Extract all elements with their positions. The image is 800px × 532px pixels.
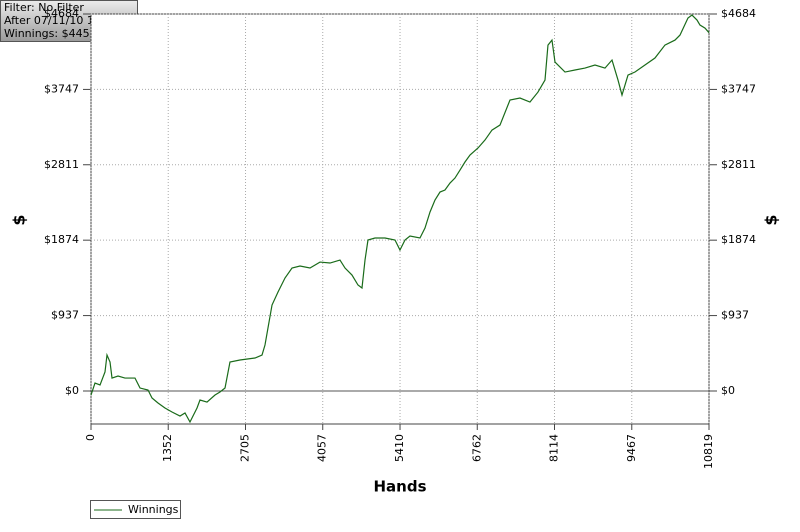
info-line: Winnings: $4452.40 xyxy=(4,27,114,40)
y-tick-label: $1874 xyxy=(44,233,79,246)
x-tick-label: 4057 xyxy=(316,434,329,462)
y-tick-label: $2811 xyxy=(44,158,79,171)
y2-tick-label: $3747 xyxy=(721,82,756,95)
legend xyxy=(90,500,181,519)
x-tick-label: 6762 xyxy=(470,434,483,462)
y2-tick-label: $1874 xyxy=(721,233,756,246)
y-tick-label: $3747 xyxy=(44,82,79,95)
y-axis-label: $ xyxy=(10,214,29,225)
y-tick-label: $937 xyxy=(51,309,79,322)
y2-axis-label: $ xyxy=(762,214,781,225)
legend-label: Winnings xyxy=(128,503,179,516)
x-tick-label: 10819 xyxy=(702,434,715,469)
y2-tick-label: $937 xyxy=(721,309,749,322)
x-tick-label: 8114 xyxy=(547,434,560,462)
info-line: Filter: No Filter xyxy=(4,1,84,14)
x-axis-label: Hands xyxy=(373,478,426,496)
y-tick-label: $0 xyxy=(65,384,79,397)
y2-tick-label: $4684 xyxy=(721,7,756,20)
series-line xyxy=(90,14,710,424)
y2-tick-label: $0 xyxy=(721,384,735,397)
x-tick-label: 9467 xyxy=(625,434,638,462)
y-tick-label: $4684 xyxy=(44,7,79,20)
x-tick-label: 0 xyxy=(84,434,97,441)
x-tick-label: 1352 xyxy=(161,434,174,462)
y2-tick-label: $2811 xyxy=(721,158,756,171)
x-tick-label: 5410 xyxy=(393,434,406,462)
x-tick-label: 2705 xyxy=(239,434,252,462)
